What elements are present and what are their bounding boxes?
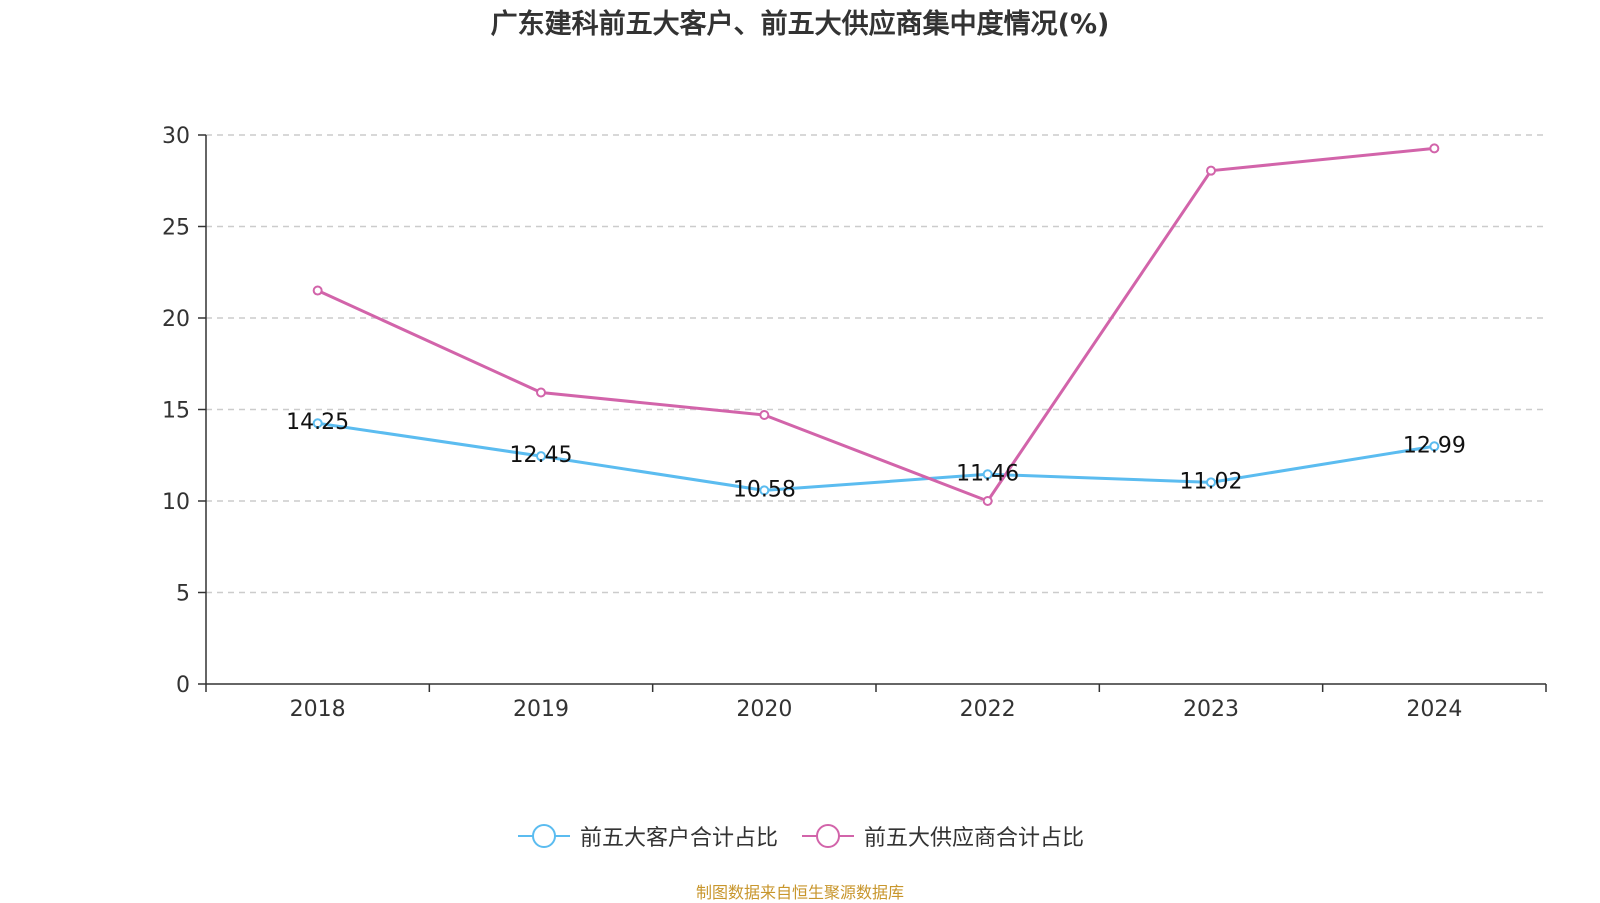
x-tick-label-2020: 2020 — [736, 697, 792, 722]
y-tick-label-10: 10 — [162, 490, 190, 515]
y-tick-label-15: 15 — [162, 399, 190, 424]
data-point-s0-2018 — [312, 418, 323, 429]
y-tick-label-5: 5 — [176, 582, 190, 607]
legend-line-circle-icon-suppliers — [802, 824, 854, 848]
x-tick-label-2022: 2022 — [960, 697, 1016, 722]
grid-lines — [206, 134, 1546, 594]
source-note: 制图数据来自恒生聚源数据库 — [695, 883, 904, 902]
legend-item-customers[interactable]: 前五大客户合计占比 — [516, 820, 778, 852]
data-label-s0-2018: 14.25 — [286, 410, 349, 435]
data-point-s1-2020 — [759, 409, 770, 420]
legend: 前五大客户合计占比 前五大供应商合计占比 — [0, 820, 1600, 852]
data-point-s0-2020 — [759, 485, 770, 496]
data-label-s0-2019: 12.45 — [510, 443, 573, 468]
x-tick-label-2019: 2019 — [513, 697, 569, 722]
data-label-s0-2020: 10.58 — [733, 477, 796, 502]
legend-line-circle-icon-customers — [517, 824, 570, 848]
data-labels: 14.25 12.45 10.58 11.46 11.02 12.99 — [286, 410, 1466, 502]
legend-label-customers: 前五大客户合计占比 — [579, 826, 778, 851]
series-line-1 — [317, 146, 1435, 503]
data-point-s1-2018 — [312, 285, 323, 296]
axes: 0 5 10 15 20 25 30 2018 2019 2020 2022 2023 2024 — [162, 124, 1547, 722]
data-label-s0-2023: 11.02 — [1180, 469, 1243, 494]
data-point-s0-2022 — [982, 469, 993, 480]
data-point-s1-2022 — [982, 496, 993, 506]
data-point-s0-2019 — [536, 451, 546, 462]
legend-item-suppliers[interactable]: 前五大供应商合计占比 — [800, 820, 1084, 852]
series-lines — [312, 143, 1440, 506]
data-point-s0-2024 — [1429, 441, 1440, 452]
y-tick-label-20: 20 — [162, 307, 190, 332]
chart-title: 广东建科前五大客户、前五大供应商集中度情况(%) — [490, 9, 1110, 40]
data-point-s1-2019 — [536, 387, 546, 398]
data-point-s0-2023 — [1206, 477, 1216, 488]
data-point-s1-2024 — [1429, 143, 1440, 154]
legend-label-suppliers: 前五大供应商合计占比 — [864, 826, 1085, 851]
data-label-s0-2024: 12.99 — [1403, 433, 1466, 458]
x-tick-label-2018: 2018 — [290, 697, 346, 722]
series-line-0 — [317, 421, 1435, 492]
x-tick-label-2023: 2023 — [1183, 697, 1239, 722]
y-tick-label-0: 0 — [176, 673, 190, 698]
data-point-s1-2023 — [1206, 165, 1216, 176]
data-label-s0-2022: 11.46 — [956, 461, 1019, 486]
y-tick-label-30: 30 — [162, 124, 190, 149]
y-tick-label-25: 25 — [162, 216, 190, 241]
x-tick-label-2024: 2024 — [1406, 697, 1462, 722]
